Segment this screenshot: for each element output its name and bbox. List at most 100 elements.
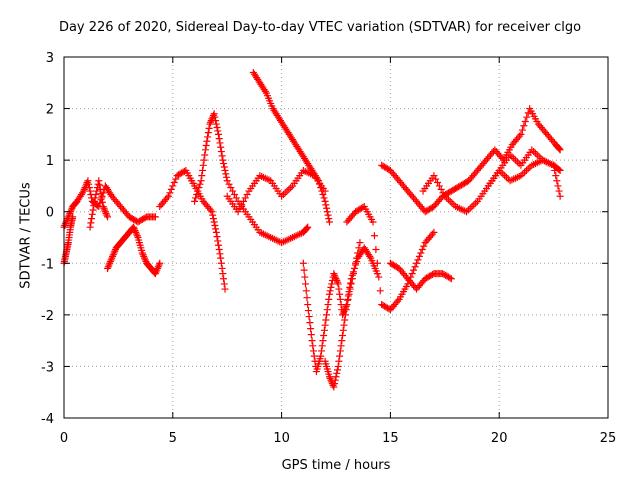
data-point bbox=[321, 321, 329, 329]
series-arc-11 bbox=[343, 203, 438, 314]
data-point bbox=[84, 177, 92, 185]
data-point bbox=[428, 230, 436, 238]
data-point bbox=[229, 187, 237, 195]
data-point bbox=[306, 319, 314, 327]
data-point bbox=[338, 337, 346, 345]
data-point bbox=[333, 366, 341, 374]
data-point bbox=[325, 218, 333, 226]
data-point bbox=[61, 221, 69, 229]
data-point bbox=[556, 192, 564, 200]
data-point bbox=[199, 161, 207, 169]
data-point bbox=[411, 263, 419, 271]
data-point bbox=[96, 181, 104, 189]
data-point bbox=[554, 182, 562, 190]
data-point bbox=[155, 261, 163, 269]
data-point bbox=[88, 215, 96, 223]
y-tick-label: 2 bbox=[46, 103, 54, 118]
series-arc-12 bbox=[378, 105, 564, 216]
data-point bbox=[372, 246, 380, 254]
data-point bbox=[217, 143, 225, 151]
data-point bbox=[413, 259, 421, 267]
data-point bbox=[333, 276, 341, 284]
data-point bbox=[201, 146, 209, 154]
data-point bbox=[232, 194, 240, 202]
series-arc-3 bbox=[86, 177, 112, 231]
data-point bbox=[199, 166, 207, 174]
data-point bbox=[309, 342, 317, 350]
data-point bbox=[172, 175, 180, 183]
data-point bbox=[90, 202, 98, 210]
data-point bbox=[261, 87, 269, 95]
data-point bbox=[204, 133, 212, 141]
data-point bbox=[243, 191, 251, 199]
data-point bbox=[464, 206, 472, 214]
data-point bbox=[555, 144, 563, 152]
data-point bbox=[153, 266, 161, 274]
data-point bbox=[510, 154, 518, 162]
data-point bbox=[217, 148, 225, 156]
y-tick-label: 0 bbox=[46, 206, 54, 221]
data-point bbox=[140, 252, 148, 260]
y-axis-label: SDTVAR / TECUs bbox=[18, 182, 34, 289]
data-point bbox=[238, 201, 246, 209]
data-point bbox=[344, 296, 352, 304]
data-point bbox=[207, 118, 215, 126]
data-point bbox=[308, 337, 316, 345]
data-point bbox=[216, 250, 224, 258]
series-arc-1 bbox=[60, 177, 159, 231]
data-point bbox=[352, 261, 360, 269]
data-point bbox=[533, 151, 541, 159]
data-point bbox=[225, 180, 233, 188]
data-point bbox=[89, 206, 97, 214]
data-point bbox=[299, 259, 307, 267]
data-point bbox=[317, 352, 325, 360]
data-point bbox=[99, 203, 107, 211]
data-point bbox=[209, 111, 217, 119]
data-point bbox=[333, 278, 341, 286]
data-point bbox=[322, 201, 330, 209]
data-point bbox=[169, 182, 177, 190]
data-point bbox=[328, 280, 336, 288]
data-point bbox=[340, 321, 348, 329]
data-point bbox=[325, 290, 333, 298]
data-point bbox=[220, 280, 228, 288]
data-point bbox=[139, 251, 147, 259]
data-point bbox=[317, 347, 325, 355]
series-arc-2 bbox=[60, 213, 77, 267]
data-point bbox=[210, 110, 218, 118]
data-point bbox=[446, 274, 454, 282]
data-point bbox=[376, 287, 384, 295]
data-point bbox=[326, 287, 334, 295]
data-point bbox=[220, 275, 228, 283]
data-point bbox=[130, 223, 138, 231]
data-point bbox=[336, 347, 344, 355]
data-point bbox=[307, 325, 315, 333]
data-point bbox=[213, 233, 221, 241]
data-point bbox=[203, 137, 211, 145]
data-point bbox=[320, 194, 328, 202]
data-point bbox=[85, 180, 93, 188]
data-point bbox=[300, 266, 308, 274]
series-arc-6 bbox=[191, 110, 312, 247]
data-point bbox=[222, 173, 230, 181]
data-point bbox=[104, 263, 112, 271]
data-point bbox=[141, 256, 149, 264]
data-point bbox=[310, 352, 318, 360]
data-point bbox=[302, 225, 310, 233]
data-point bbox=[468, 203, 476, 211]
data-point bbox=[530, 148, 538, 156]
data-point bbox=[341, 316, 349, 324]
data-point bbox=[214, 241, 222, 249]
data-point bbox=[330, 383, 338, 391]
data-point bbox=[101, 206, 109, 214]
data-point bbox=[141, 254, 149, 262]
x-tick-label: 0 bbox=[60, 431, 68, 446]
data-point bbox=[508, 153, 516, 161]
axis-ticks: 0 5 10 15 20 25 -4 -3 -2 -1 0 1 2 3 bbox=[41, 51, 616, 446]
data-point bbox=[501, 172, 509, 180]
data-point bbox=[105, 261, 113, 269]
data-point bbox=[131, 227, 139, 235]
data-point bbox=[241, 194, 249, 202]
data-point bbox=[212, 228, 220, 236]
data-point bbox=[316, 180, 324, 188]
